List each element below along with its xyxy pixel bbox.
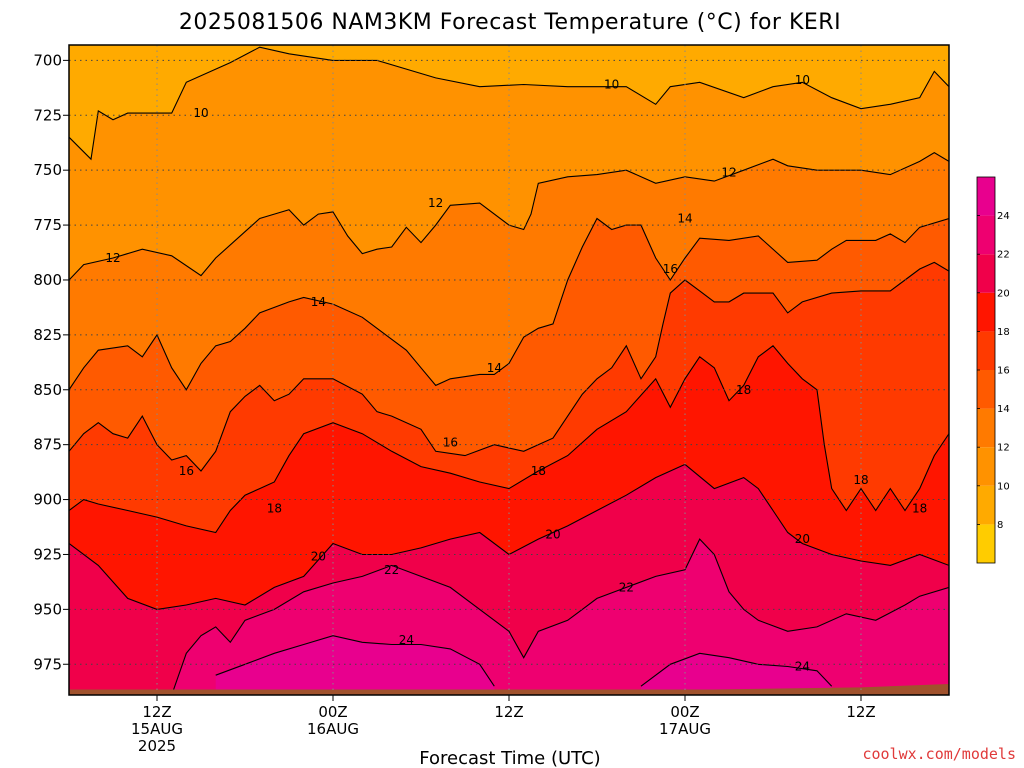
colorbar-legend: 8 10 12 14 16 18 20 22 24 xyxy=(976,176,1010,564)
isotherm-label: 18 xyxy=(853,473,868,487)
isotherm-label: 18 xyxy=(736,383,751,397)
colorbar-swatch xyxy=(977,331,995,370)
colorbar-swatch xyxy=(977,292,995,332)
colorbar-label: 10 xyxy=(997,481,1010,492)
isotherm-label: 16 xyxy=(179,464,194,478)
colorbar-label: 16 xyxy=(997,366,1010,377)
colorbar-label: 24 xyxy=(997,211,1010,222)
y-tick-label: 750 xyxy=(33,161,62,179)
x-tick-label: 00Z xyxy=(670,703,699,721)
y-tick-label: 925 xyxy=(33,545,62,563)
colorbar-swatch xyxy=(977,215,995,255)
x-tick-label: 00Z xyxy=(318,703,347,721)
plot-area: 10 10 10 12 12 12 14 14 14 16 16 16 18 18 18 18 18 20 20 20… xyxy=(68,44,950,696)
x-tick-label: 16AUG xyxy=(307,720,359,738)
y-tick-label: 950 xyxy=(33,600,62,618)
colorbar-swatch xyxy=(977,408,995,448)
x-tick-label: 12Z xyxy=(846,703,875,721)
isotherm-label: 20 xyxy=(795,532,810,546)
y-tick-label: 900 xyxy=(33,491,62,509)
isotherm-16 xyxy=(69,261,949,472)
isotherm-label: 14 xyxy=(677,211,692,225)
isotherm-label: 22 xyxy=(384,563,399,577)
x-tick-label: 2025 xyxy=(138,737,176,755)
y-axis: 700 725 750 775 800 825 850 875 900 925 950 975 xyxy=(33,51,69,673)
y-tick-label: 700 xyxy=(33,51,62,69)
colorbar-swatch xyxy=(977,447,995,486)
isotherm-label: 12 xyxy=(721,165,736,179)
isotherm-label: 10 xyxy=(604,78,619,92)
colorbar-swatch xyxy=(977,177,995,216)
y-tick-label: 725 xyxy=(33,106,62,124)
isotherm-bands xyxy=(69,46,949,695)
colorbar-label: 20 xyxy=(997,288,1010,299)
isotherm-label: 14 xyxy=(311,295,326,309)
colorbar-label: 8 xyxy=(997,520,1003,531)
isotherm-label: 20 xyxy=(545,528,560,542)
isotherm-24 xyxy=(215,635,495,687)
colorbar-swatch xyxy=(977,370,995,409)
isotherm-label: 12 xyxy=(105,251,120,265)
isotherm-label: 20 xyxy=(311,550,326,564)
isotherm-labels: 10 10 10 12 12 12 14 14 14 16 16 16 18 18 18 18 18 20 20 20… xyxy=(105,73,927,673)
credit-link[interactable]: coolwx.com/models xyxy=(862,745,1016,763)
isotherm-label: 12 xyxy=(428,196,443,210)
isotherm-label: 16 xyxy=(443,435,458,449)
x-tick-label: 17AUG xyxy=(659,720,711,738)
chart-title: 2025081506 NAM3KM Forecast Temperature (… xyxy=(179,10,841,35)
isotherm-12 xyxy=(69,151,949,281)
colorbar-label: 12 xyxy=(997,443,1010,454)
isotherm-label: 18 xyxy=(531,464,546,478)
x-tick-label: 12Z xyxy=(494,703,523,721)
y-tick-label: 850 xyxy=(33,381,62,399)
colorbar-label: 14 xyxy=(997,404,1010,415)
isotherm-10 xyxy=(69,46,949,161)
y-tick-label: 875 xyxy=(33,436,62,454)
isotherm-label: 10 xyxy=(193,106,208,120)
y-tick-label: 825 xyxy=(33,326,62,344)
isotherm-22 xyxy=(171,538,949,695)
isotherm-14 xyxy=(69,217,949,391)
band-ge24 xyxy=(641,653,832,695)
isotherm-label: 14 xyxy=(487,361,502,375)
x-tick-label: 12Z xyxy=(142,703,171,721)
grid-lines xyxy=(69,45,949,695)
y-tick-label: 800 xyxy=(33,271,62,289)
colorbar-label: 18 xyxy=(997,327,1010,338)
isotherm-label: 16 xyxy=(663,262,678,276)
isotherm-20 xyxy=(69,463,949,610)
colorbar-swatch xyxy=(977,524,995,563)
isotherm-24 xyxy=(640,652,833,687)
colorbar-swatch xyxy=(977,485,995,525)
x-tick-label: 15AUG xyxy=(131,720,183,738)
isotherm-label: 18 xyxy=(267,501,282,515)
colorbar-swatch xyxy=(977,254,995,293)
isotherm-label: 10 xyxy=(795,73,810,87)
isotherm-label: 22 xyxy=(619,580,634,594)
y-tick-label: 975 xyxy=(33,655,62,673)
isotherm-label: 18 xyxy=(912,501,927,515)
isotherm-label: 24 xyxy=(399,633,414,647)
y-tick-label: 775 xyxy=(33,216,62,234)
x-axis-label: Forecast Time (UTC) xyxy=(419,748,600,768)
isotherm-label: 24 xyxy=(795,659,810,673)
colorbar-label: 22 xyxy=(997,250,1010,261)
